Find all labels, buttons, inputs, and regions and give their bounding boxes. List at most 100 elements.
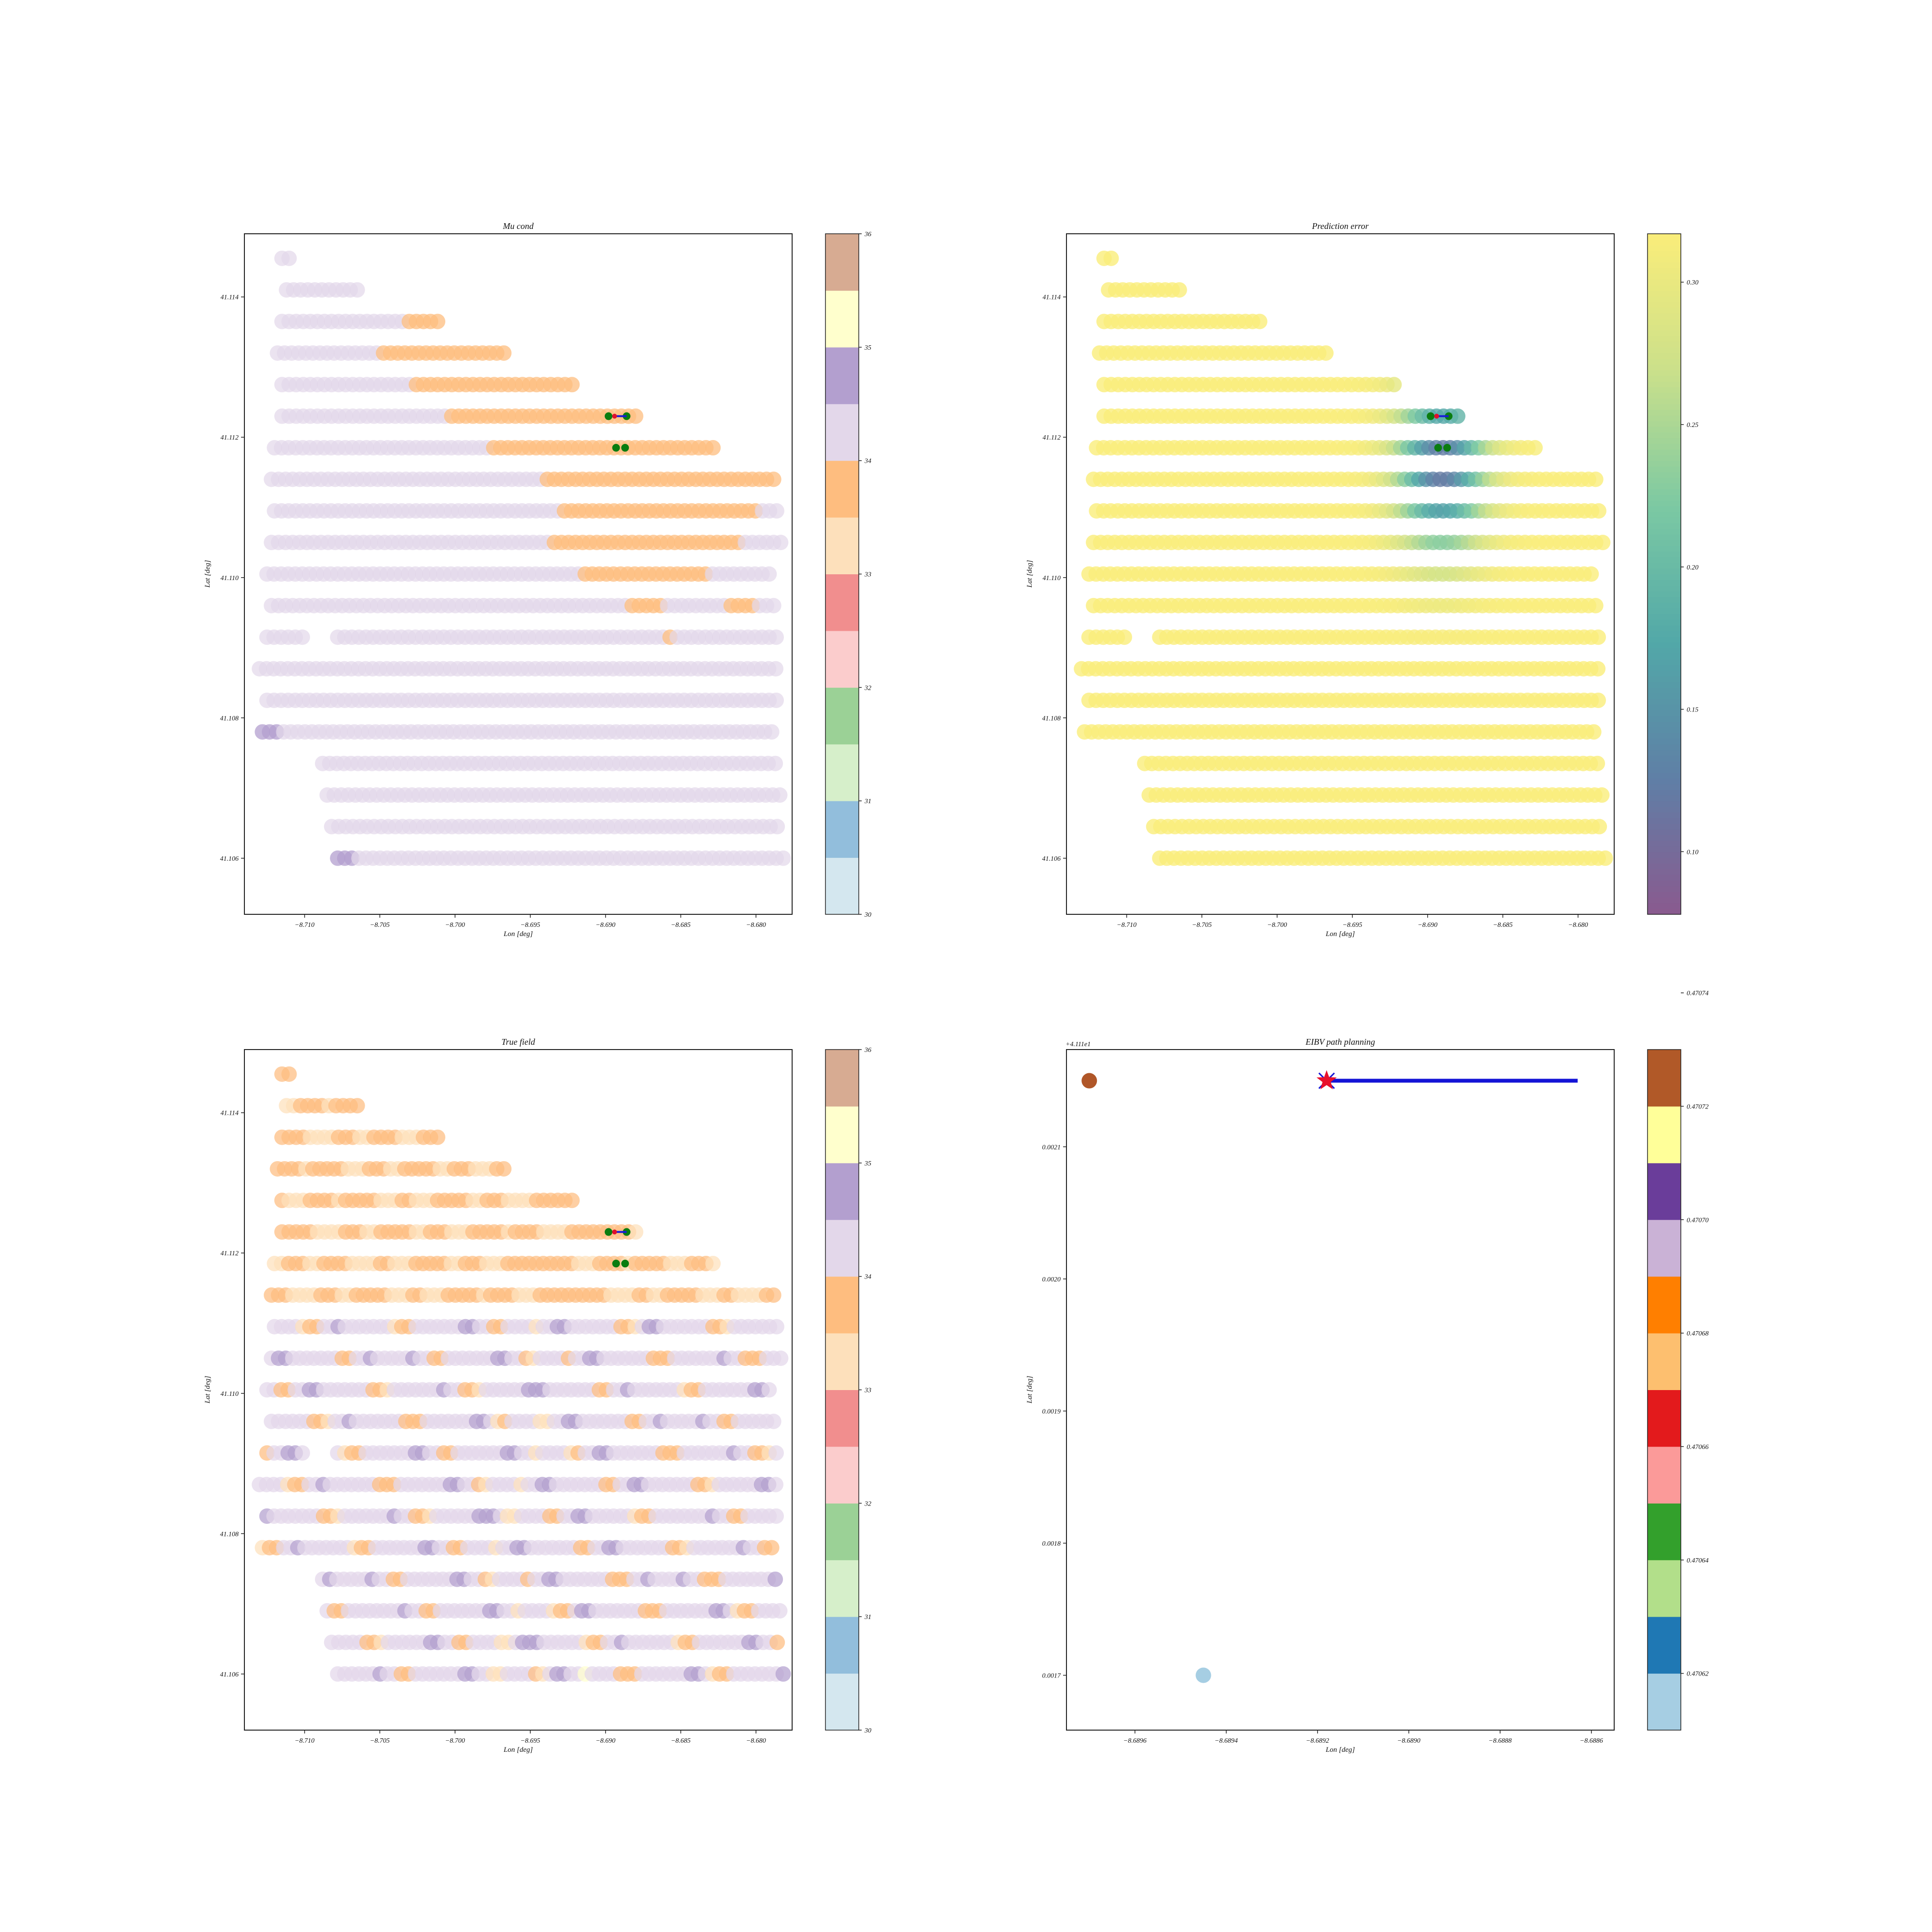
data-point	[767, 1571, 783, 1587]
colorbar-segment	[1648, 472, 1681, 478]
colorbar-segment	[1648, 903, 1681, 909]
x-tick-label: −8.680	[746, 1737, 766, 1745]
x-tick-label: −8.6890	[1397, 1737, 1421, 1745]
y-tick-label: 41.114	[1043, 294, 1061, 301]
x-tick-label: −8.705	[1192, 922, 1212, 929]
colorbar-segment	[1648, 540, 1681, 546]
colorbar-tick-label: 0.47072	[1687, 1103, 1709, 1110]
colorbar: 0.47062 0.47064 0.47066 0.47068 0.47070 0.470…	[1647, 990, 1709, 1731]
data-point	[764, 1540, 780, 1556]
colorbar-segment	[1648, 369, 1681, 376]
colorbar-segment	[825, 1617, 859, 1674]
colorbar-segment	[825, 857, 859, 915]
colorbar-segment	[1648, 341, 1681, 348]
colorbar-segment	[1648, 358, 1681, 365]
panel-title: Mu cond	[502, 221, 534, 231]
data-point	[1588, 471, 1604, 487]
colorbar-segment	[825, 1276, 859, 1334]
colorbar-segment	[1648, 880, 1681, 886]
colorbar-segment	[1648, 353, 1681, 359]
colorbar-segment	[1648, 336, 1681, 342]
colorbar-tick-label: 33	[864, 1387, 871, 1394]
colorbar-segment	[1648, 551, 1681, 557]
colorbar-segment	[1648, 1673, 1681, 1731]
colorbar-tick-label: 0.30	[1687, 279, 1699, 286]
sample-point	[604, 1228, 612, 1236]
colorbar-segment	[1648, 642, 1681, 648]
colorbar-tick-label: 35	[864, 344, 871, 352]
x-tick-label: −8.695	[520, 1737, 540, 1745]
data-point	[1386, 377, 1402, 393]
data-point	[761, 1382, 777, 1398]
colorbar-segment	[1648, 387, 1681, 393]
colorbar-segment	[825, 1163, 859, 1220]
colorbar-segment	[1648, 347, 1681, 354]
y-tick-label: 41.110	[1043, 575, 1061, 582]
colorbar-tick-label: 34	[864, 458, 871, 465]
colorbar-segment	[1648, 523, 1681, 529]
sample-point	[604, 412, 612, 420]
axes-frame	[244, 233, 793, 915]
colorbar-segment	[1648, 324, 1681, 331]
data-point	[496, 345, 512, 361]
colorbar-segment	[1648, 268, 1681, 274]
colorbar-segment	[825, 574, 859, 631]
colorbar-segment	[1648, 545, 1681, 552]
colorbar-segment	[1648, 398, 1681, 404]
colorbar-segment	[1648, 892, 1681, 898]
data-point	[628, 408, 643, 424]
x-tick-label: −8.710	[1117, 922, 1136, 929]
data-point	[1450, 408, 1465, 424]
colorbar-segment	[1648, 568, 1681, 575]
colorbar-segment	[825, 347, 859, 404]
colorbar-segment	[1648, 528, 1681, 535]
data-point	[1588, 597, 1604, 613]
data-point	[281, 1066, 297, 1082]
x-tick-label: −8.700	[445, 922, 465, 929]
x-tick-label: −8.695	[520, 922, 540, 929]
data-point	[1586, 724, 1602, 740]
colorbar-segment	[1648, 517, 1681, 524]
colorbar-segment	[1648, 789, 1681, 796]
sample-point	[612, 444, 620, 452]
colorbar-segment	[1648, 307, 1681, 313]
colorbar-segment	[1648, 682, 1681, 688]
data-point	[1116, 629, 1132, 645]
colorbar-segment	[1648, 630, 1681, 637]
x-ticks: −8.6896 −8.6894 −8.6892 −8.6890 −8.6888 −8.68…	[1123, 1730, 1603, 1745]
colorbar-segment	[1648, 835, 1681, 841]
data-point	[775, 850, 791, 866]
colorbar-segment	[1648, 301, 1681, 308]
colorbar-segment	[1648, 665, 1681, 671]
data-point	[768, 1508, 784, 1524]
colorbar-segment	[1648, 319, 1681, 325]
colorbar-segment	[1648, 432, 1681, 439]
colorbar-segment	[1648, 648, 1681, 654]
x-axis-label: Lon [deg]	[503, 930, 533, 938]
data-point	[349, 282, 365, 298]
colorbar-segment	[1648, 761, 1681, 767]
colorbar-segment	[1648, 733, 1681, 739]
colorbar-segment	[825, 1446, 859, 1504]
colorbar-tick-label: 31	[864, 1614, 871, 1621]
colorbar-tick-label: 0.25	[1687, 422, 1699, 429]
y-tick-label: 41.114	[221, 1110, 239, 1117]
y-axis-label: Lat [deg]	[204, 560, 212, 588]
colorbar-tick-label: 0.47068	[1687, 1330, 1709, 1337]
data-point	[1591, 819, 1607, 835]
colorbar-segment	[1648, 778, 1681, 784]
colorbar-tick-label: 0.47062	[1687, 1671, 1709, 1678]
colorbar-segment	[1648, 251, 1681, 257]
colorbar-segment	[1648, 716, 1681, 722]
candidate-point	[1081, 1073, 1097, 1089]
x-tick-label: −8.6888	[1489, 1737, 1512, 1745]
x-tick-label: −8.6894	[1215, 1737, 1238, 1745]
colorbar-segment	[1648, 812, 1681, 818]
y-tick-label: 41.112	[221, 1250, 239, 1257]
y-tick-label: 0.0019	[1042, 1408, 1061, 1415]
data-point	[1590, 661, 1606, 677]
data-point	[768, 629, 784, 645]
colorbar-segment	[1648, 279, 1681, 285]
y-tick-label: 41.112	[1043, 434, 1061, 441]
colorbar-segment	[1648, 721, 1681, 728]
